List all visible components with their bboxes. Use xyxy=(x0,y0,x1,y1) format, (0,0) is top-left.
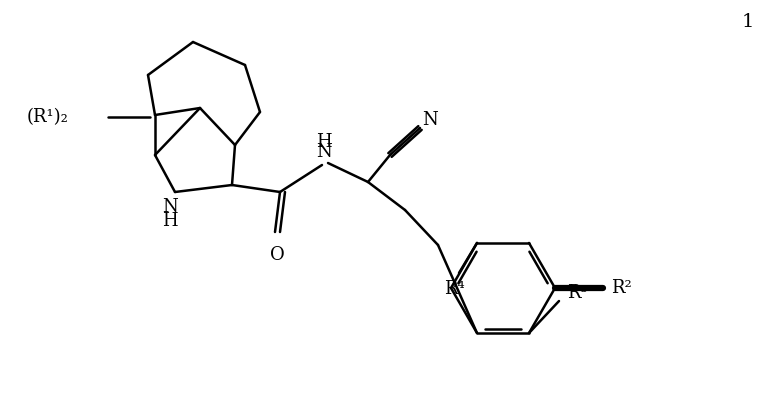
Text: R³: R³ xyxy=(567,284,588,302)
Text: R⁴: R⁴ xyxy=(443,280,464,298)
Text: H: H xyxy=(316,133,332,151)
Text: N: N xyxy=(423,111,438,129)
Text: H: H xyxy=(162,212,178,230)
Text: (R¹)₂: (R¹)₂ xyxy=(26,108,68,126)
Text: N: N xyxy=(162,198,178,216)
Text: 1: 1 xyxy=(742,13,754,31)
Text: R²: R² xyxy=(611,279,631,297)
Text: N: N xyxy=(316,143,332,161)
Text: O: O xyxy=(270,246,284,264)
